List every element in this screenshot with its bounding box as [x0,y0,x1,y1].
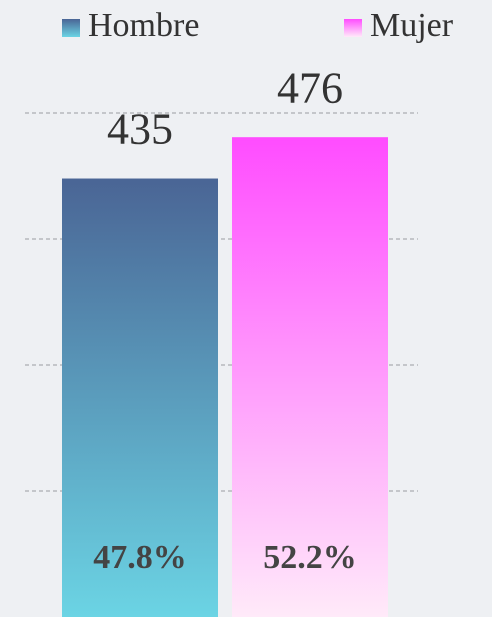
legend-label: Hombre [88,7,199,44]
bar [62,178,218,617]
percentage-label: 52.2% [263,539,357,576]
legend-label: Mujer [370,7,454,44]
value-label: 476 [277,63,343,112]
percentage-label: 47.8% [93,539,187,576]
legend-swatch [62,19,80,37]
bar [232,137,388,617]
legend-swatch [344,19,362,37]
value-label: 435 [107,105,173,154]
